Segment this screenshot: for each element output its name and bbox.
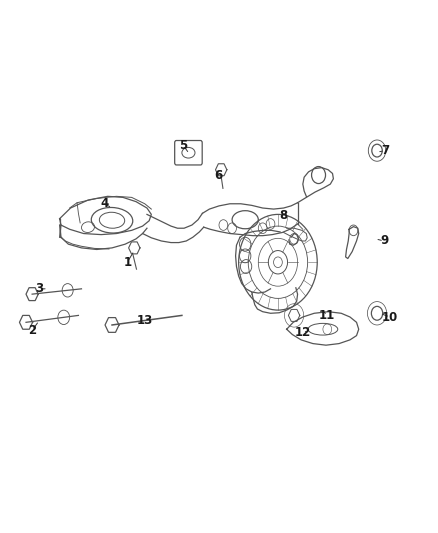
Text: 1: 1 [123,256,131,269]
Text: 13: 13 [137,314,153,327]
Text: 2: 2 [28,324,36,337]
Text: 8: 8 [279,209,288,222]
Text: 11: 11 [319,309,336,322]
Text: 9: 9 [380,235,388,247]
Text: 10: 10 [382,311,398,324]
Text: 3: 3 [35,282,43,295]
Text: 5: 5 [179,139,187,152]
Text: 12: 12 [295,326,311,340]
Text: 4: 4 [100,197,109,211]
Text: 7: 7 [381,144,389,157]
Text: 6: 6 [214,168,222,182]
